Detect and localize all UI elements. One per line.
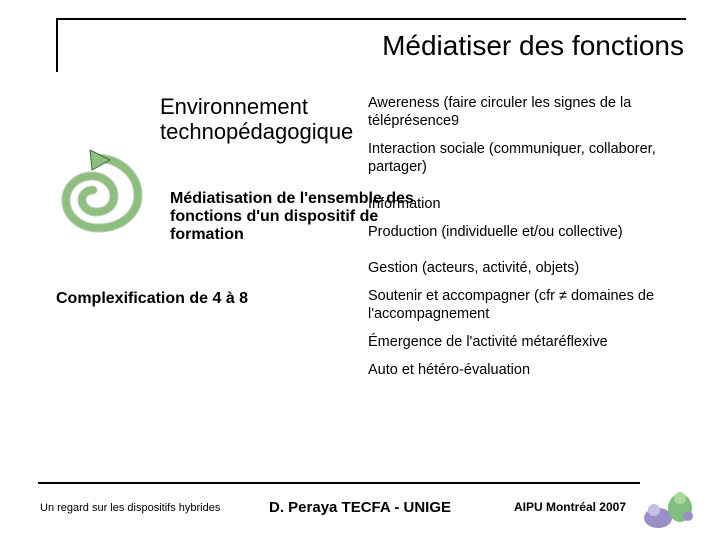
title-rule-top [56,18,686,20]
env-heading-block: Environnement technopédagogique [160,94,390,145]
mediat-line3: formation [170,226,244,243]
function-item: Auto et hétéro-évaluation [368,361,684,379]
mediatisation-block: Médiatisation de l'ensemble des fonction… [170,190,530,244]
footer-rule [38,482,640,484]
env-heading-line1: Environnement [160,94,390,119]
corner-mascot-icon [640,480,700,530]
function-item: Soutenir et accompagner (cfr ≠ domaines … [368,287,684,323]
env-heading-line2: technopédagogique [160,119,390,144]
function-item: Awereness (faire circuler les signes de … [368,94,684,130]
complexification-label: Complexification de 4 à 8 [56,290,248,308]
spiral-arrow-icon [40,150,150,240]
function-item: Interaction sociale (communiquer, collab… [368,140,684,176]
mediat-line1: Médiatisation de l'ensemble des [170,190,414,207]
footer-right-text: AIPU Montréal 2007 [514,500,626,514]
page-title: Médiatiser des fonctions [0,30,684,62]
function-item: Gestion (acteurs, activité, objets) [368,259,684,277]
mediat-line2: fonctions d'un dispositif de [170,208,378,225]
function-item: Émergence de l'activité métaréflexive [368,333,684,351]
